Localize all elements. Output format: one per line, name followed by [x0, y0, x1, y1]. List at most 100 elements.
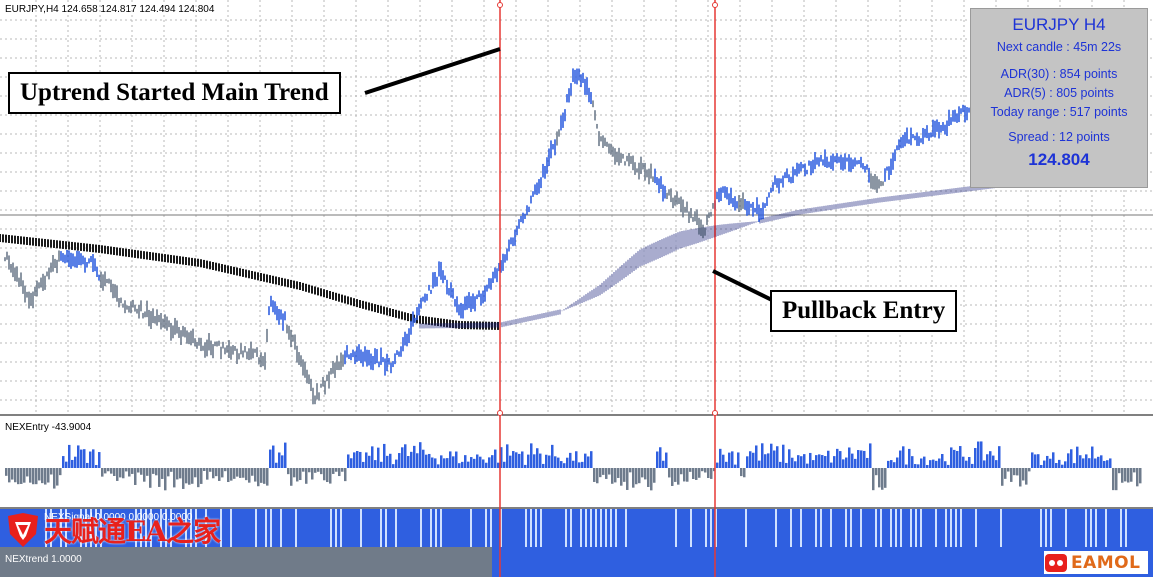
histogram-bar-positive	[1106, 460, 1109, 468]
histogram-bar-positive	[92, 449, 95, 468]
histogram-bar-positive	[521, 451, 524, 468]
histogram-bar-negative	[152, 468, 155, 474]
histogram-bar-positive	[974, 448, 977, 468]
histogram-bar-positive	[71, 459, 74, 468]
histogram-bar-positive	[773, 450, 776, 468]
price-series	[4, 68, 990, 405]
histogram-bar-negative	[50, 468, 53, 475]
histogram-bar-positive	[785, 462, 788, 468]
histogram-bar-positive	[458, 463, 461, 468]
histogram-bar-negative	[707, 468, 710, 479]
signal-line-marker	[712, 410, 718, 416]
histogram-bar-positive	[95, 464, 98, 468]
histogram-bar-negative	[1001, 468, 1004, 486]
signal-strip-tick	[950, 509, 952, 547]
histogram-bar-negative	[686, 468, 689, 482]
histogram-bar-positive	[1109, 458, 1112, 468]
signal-strip-tick	[540, 509, 542, 547]
histogram-bar-positive	[548, 455, 551, 468]
histogram-bar-positive	[389, 453, 392, 468]
histogram-bar-positive	[440, 455, 443, 468]
histogram-bar-negative	[875, 468, 878, 476]
signal-strip-tick	[90, 509, 92, 547]
histogram-bar-negative	[149, 468, 152, 488]
signal-strip-tick	[935, 509, 937, 547]
histogram-bar-positive	[374, 460, 377, 468]
histogram-bar-negative	[188, 468, 191, 485]
histogram-bar-negative	[173, 468, 176, 488]
signal-strip-tick	[45, 509, 47, 547]
histogram-bar-positive	[809, 452, 812, 468]
histogram-bar-positive	[971, 463, 974, 468]
histogram-bar-negative	[53, 468, 56, 489]
histogram-bar-positive	[824, 456, 827, 468]
histogram-bar-positive	[68, 444, 71, 468]
histogram-bar-positive	[986, 454, 989, 468]
histogram-bar-negative	[743, 468, 746, 478]
histogram-bar-negative	[644, 468, 647, 480]
signal-strip-tick	[395, 509, 397, 547]
histogram-bar-positive	[77, 445, 80, 468]
histogram-bar-negative	[119, 468, 122, 478]
histogram-bar-negative	[5, 468, 8, 476]
pullback-pointer-line	[712, 269, 779, 305]
histogram-bar-positive	[500, 447, 503, 468]
histogram-bar-positive	[506, 444, 509, 468]
histogram-bar-positive	[80, 449, 83, 468]
histogram-bar-positive	[1088, 458, 1091, 468]
signal-strip-tick	[1000, 509, 1002, 547]
signal-strip-tick	[895, 509, 897, 547]
signal-strip-tick	[1090, 509, 1092, 547]
signal-strip-tick	[435, 509, 437, 547]
signal-strip-tick	[150, 509, 152, 547]
histogram-bar-negative	[1133, 468, 1136, 473]
signal-strip-tick	[280, 509, 282, 547]
histogram-bar-negative	[104, 468, 107, 474]
histogram-bar-positive	[578, 462, 581, 468]
histogram-bar-negative	[17, 468, 20, 485]
histogram-bar-positive	[947, 464, 950, 468]
histogram-bar-positive	[83, 449, 86, 468]
histogram-bar-positive	[848, 447, 851, 468]
signal-strip-tick	[790, 509, 792, 547]
histogram-bar-negative	[170, 468, 173, 472]
histogram-bar-negative	[287, 468, 290, 475]
histogram-bar-positive	[944, 461, 947, 468]
histogram-bar-negative	[344, 468, 347, 482]
histogram-bar-negative	[608, 468, 611, 475]
histogram-bar-negative	[677, 468, 680, 485]
histogram-bar-negative	[341, 468, 344, 472]
histogram-bar-positive	[998, 446, 1001, 468]
nexsignal-strip	[0, 509, 1153, 547]
histogram-bar-negative	[635, 468, 638, 485]
signal-strip-tick	[525, 509, 527, 547]
histogram-bar-positive	[830, 462, 833, 468]
histogram-bar-negative	[14, 468, 17, 483]
histogram-bar-positive	[1031, 452, 1034, 468]
histogram-bar-positive	[524, 464, 527, 468]
histogram-bar-positive	[725, 461, 728, 468]
histogram-bar-negative	[215, 468, 218, 477]
histogram-bar-positive	[491, 455, 494, 468]
histogram-bar-positive	[992, 455, 995, 468]
signal-strip-tick	[745, 509, 747, 547]
histogram-bar-positive	[434, 458, 437, 468]
robot-icon	[1045, 553, 1067, 572]
histogram-bar-negative	[668, 468, 671, 478]
histogram-bar-positive	[983, 460, 986, 468]
signal-strip-tick	[50, 509, 52, 547]
histogram-bar-positive	[470, 457, 473, 468]
histogram-bar-negative	[335, 468, 338, 472]
histogram-bar-positive	[1058, 459, 1061, 468]
histogram-bar-positive	[536, 448, 539, 468]
histogram-bar-positive	[89, 451, 92, 468]
histogram-bar-negative	[230, 468, 233, 481]
histogram-bar-positive	[1040, 464, 1043, 468]
histogram-bar-negative	[47, 468, 50, 483]
signal-strip-tick	[690, 509, 692, 547]
signal-strip-tick	[590, 509, 592, 547]
histogram-bar-positive	[1049, 458, 1052, 468]
histogram-bar-positive	[503, 461, 506, 468]
signal-strip-tick	[85, 509, 87, 547]
